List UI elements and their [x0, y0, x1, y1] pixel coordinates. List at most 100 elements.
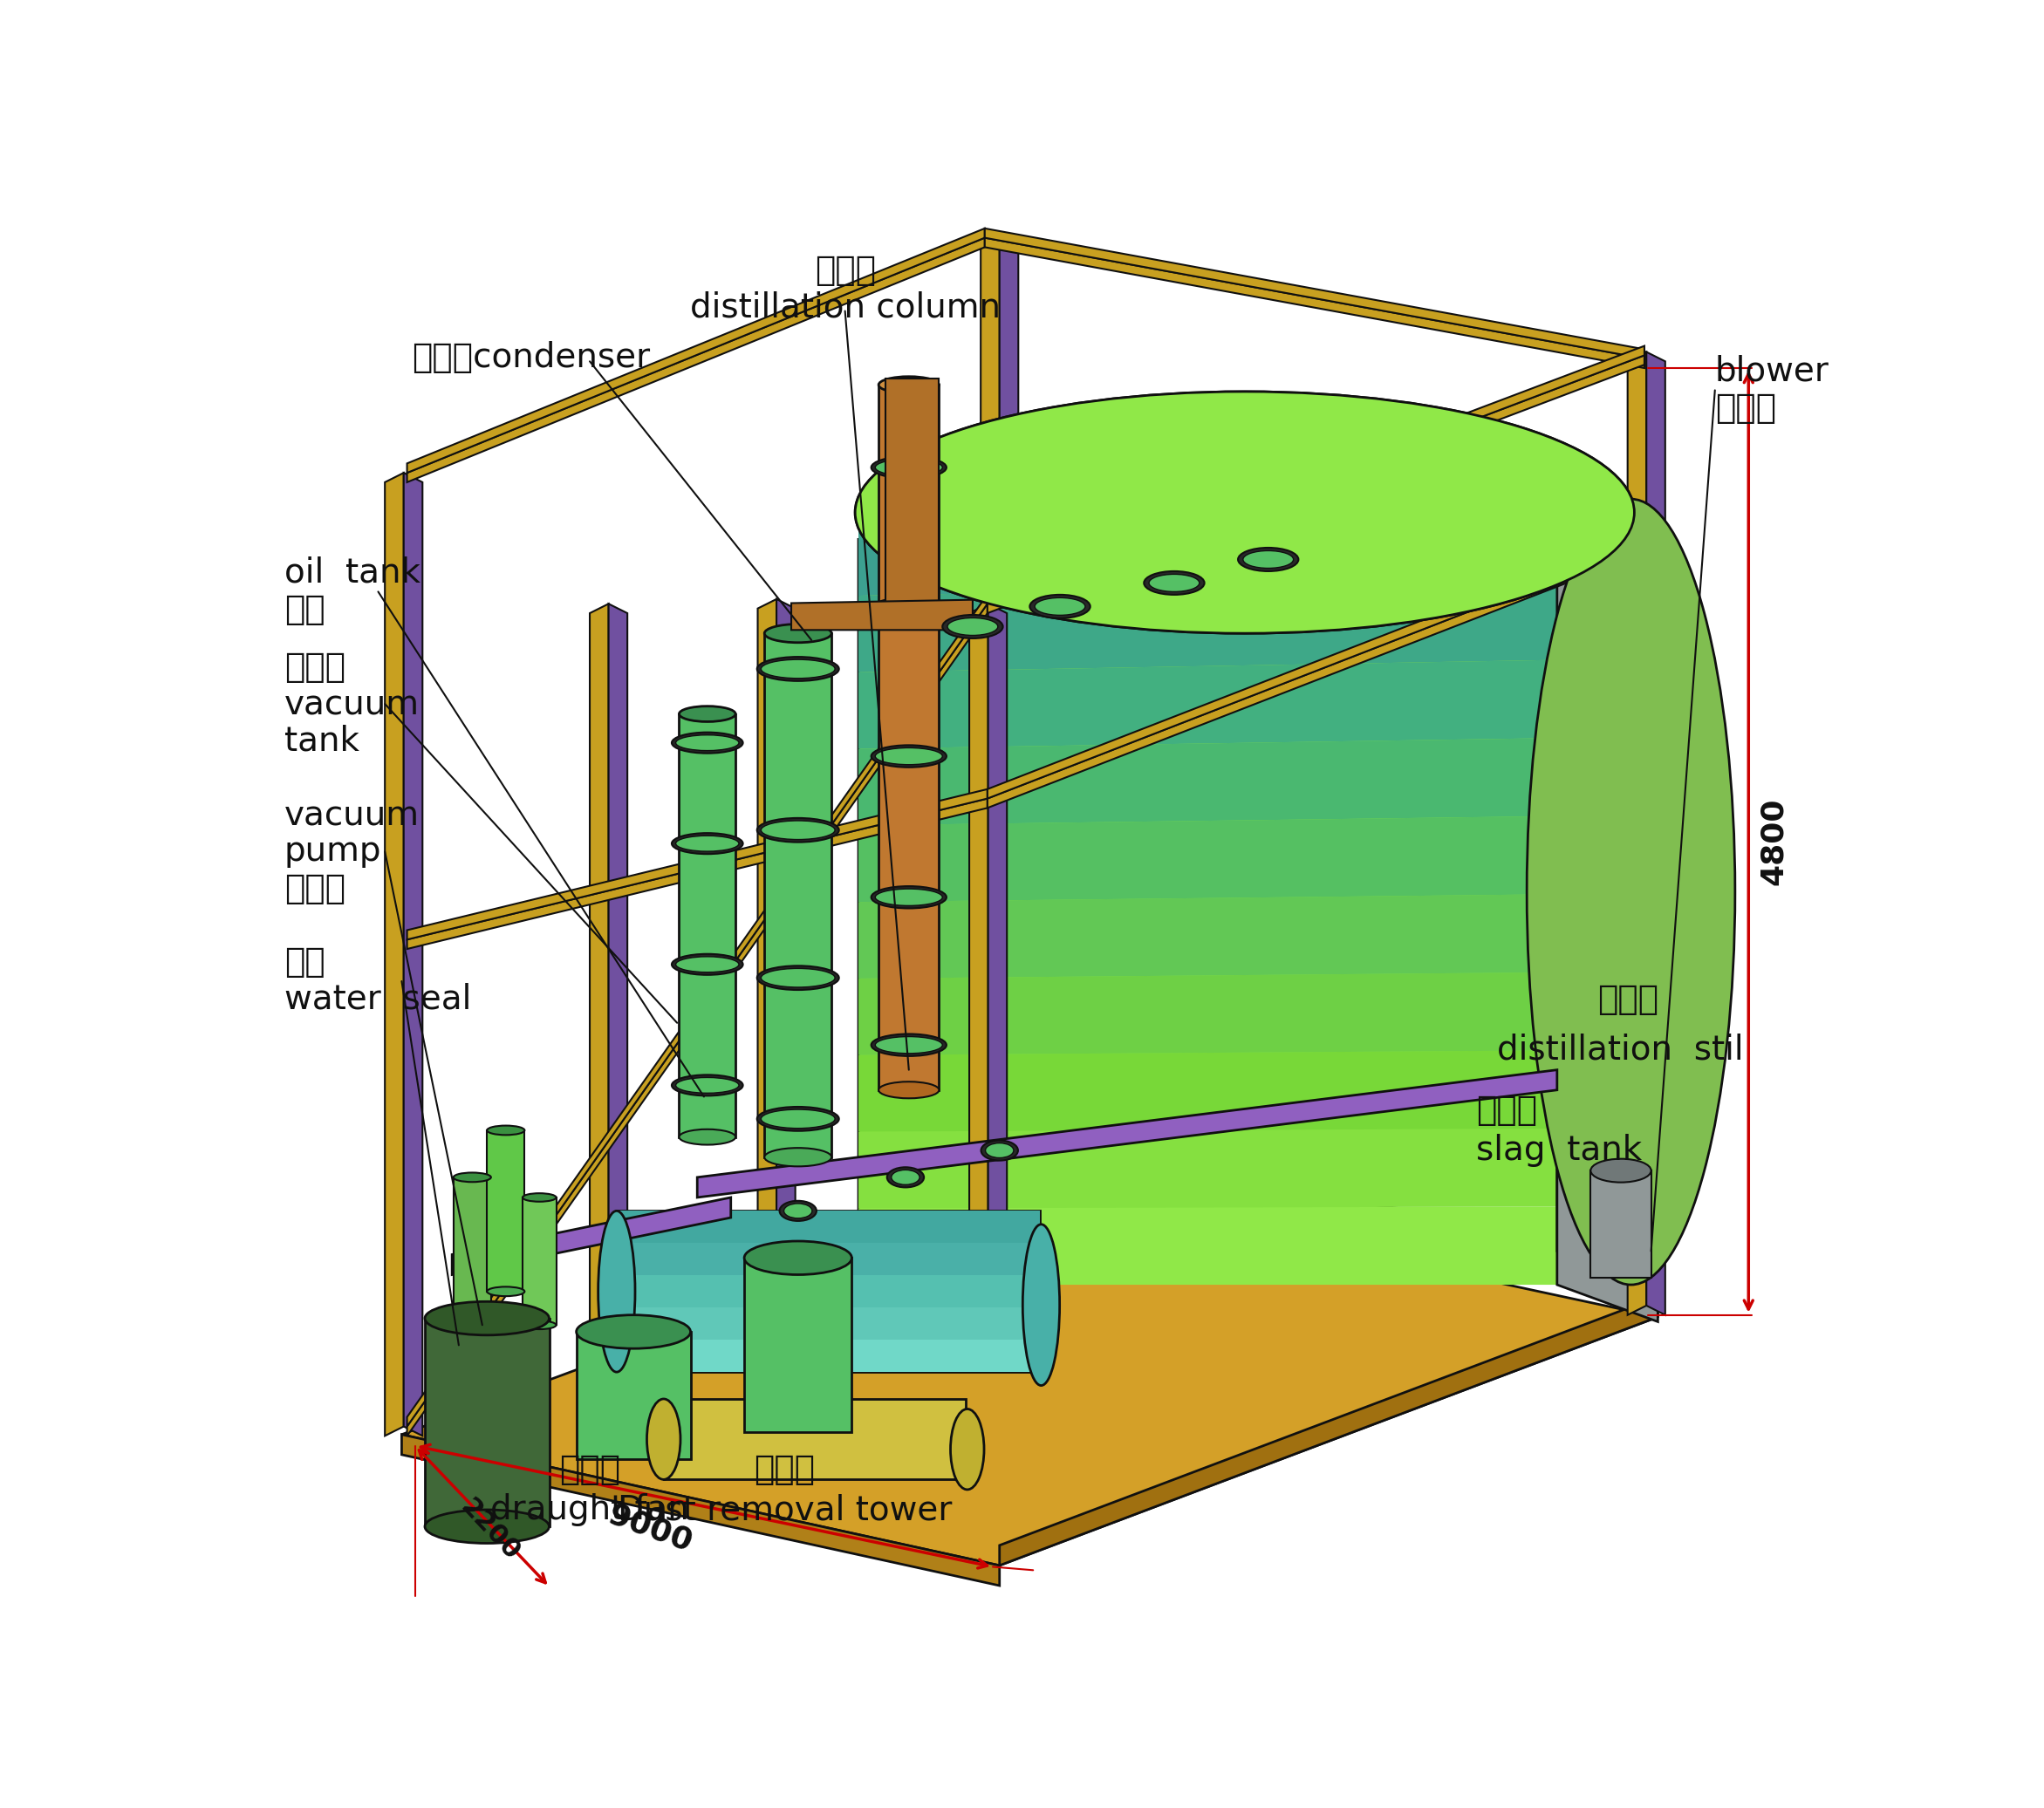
Polygon shape: [879, 385, 938, 1090]
Polygon shape: [791, 600, 973, 629]
Ellipse shape: [875, 1036, 942, 1054]
Polygon shape: [764, 633, 832, 1157]
Ellipse shape: [785, 1204, 811, 1219]
Polygon shape: [985, 239, 1643, 369]
Polygon shape: [454, 1177, 491, 1311]
Ellipse shape: [942, 615, 1004, 638]
Ellipse shape: [1149, 575, 1200, 591]
Ellipse shape: [672, 1074, 742, 1096]
Ellipse shape: [1022, 1224, 1059, 1385]
Text: vacuum: vacuum: [284, 687, 419, 720]
Ellipse shape: [1030, 595, 1089, 618]
Ellipse shape: [875, 600, 942, 617]
Text: 蒸馏釜: 蒸馏釜: [1596, 984, 1658, 1016]
Ellipse shape: [756, 656, 838, 682]
Ellipse shape: [871, 597, 946, 620]
Ellipse shape: [950, 1408, 983, 1490]
Polygon shape: [858, 658, 1631, 749]
Ellipse shape: [486, 1126, 525, 1135]
Ellipse shape: [854, 392, 1635, 633]
Text: slag  tank: slag tank: [1476, 1134, 1643, 1166]
Text: 9000: 9000: [603, 1499, 697, 1557]
Polygon shape: [425, 1318, 550, 1526]
Polygon shape: [777, 598, 795, 1414]
Ellipse shape: [1145, 571, 1204, 595]
Polygon shape: [591, 604, 609, 1434]
Ellipse shape: [854, 392, 1635, 633]
Polygon shape: [679, 714, 736, 1137]
Polygon shape: [407, 228, 985, 474]
Ellipse shape: [756, 817, 838, 843]
Ellipse shape: [871, 745, 946, 767]
Polygon shape: [405, 474, 423, 1436]
Polygon shape: [744, 1258, 852, 1432]
Polygon shape: [858, 519, 1631, 1285]
Polygon shape: [1558, 1170, 1658, 1287]
Polygon shape: [523, 1197, 556, 1325]
Ellipse shape: [599, 1211, 636, 1372]
Polygon shape: [858, 1050, 1631, 1132]
Polygon shape: [697, 1070, 1558, 1197]
Ellipse shape: [523, 1193, 556, 1202]
Ellipse shape: [677, 1078, 738, 1094]
Ellipse shape: [760, 969, 834, 987]
Ellipse shape: [425, 1302, 550, 1334]
Polygon shape: [384, 474, 405, 1436]
Polygon shape: [617, 1275, 1040, 1307]
Polygon shape: [858, 738, 1631, 826]
Polygon shape: [617, 1211, 1040, 1372]
Polygon shape: [858, 1128, 1631, 1208]
Polygon shape: [617, 1211, 1040, 1244]
Polygon shape: [858, 815, 1631, 902]
Ellipse shape: [891, 1170, 920, 1184]
Ellipse shape: [679, 707, 736, 721]
Polygon shape: [1000, 1296, 1658, 1566]
Text: 水封: 水封: [284, 946, 325, 978]
Polygon shape: [407, 595, 987, 1427]
Polygon shape: [407, 239, 985, 483]
Ellipse shape: [672, 833, 742, 853]
Ellipse shape: [779, 1201, 816, 1220]
Ellipse shape: [764, 1148, 832, 1166]
Ellipse shape: [486, 1287, 525, 1296]
Ellipse shape: [454, 1307, 491, 1316]
Polygon shape: [617, 1307, 1040, 1340]
Text: 油罐: 油罐: [284, 593, 325, 626]
Ellipse shape: [677, 956, 738, 973]
Ellipse shape: [1527, 499, 1735, 1285]
Polygon shape: [617, 1244, 1040, 1275]
Text: water  seal: water seal: [284, 984, 470, 1016]
Ellipse shape: [875, 890, 942, 906]
Text: 冷凝器condenser: 冷凝器condenser: [411, 342, 650, 374]
Text: 鼓风机: 鼓风机: [1715, 392, 1776, 425]
Polygon shape: [403, 1190, 1658, 1566]
Ellipse shape: [981, 1141, 1018, 1161]
Polygon shape: [452, 1197, 732, 1275]
Ellipse shape: [576, 1314, 691, 1349]
Ellipse shape: [1590, 1159, 1652, 1182]
Ellipse shape: [887, 1168, 924, 1188]
Ellipse shape: [425, 1510, 550, 1544]
Polygon shape: [1627, 353, 1645, 1314]
Text: blower: blower: [1715, 354, 1829, 389]
Polygon shape: [858, 580, 1631, 673]
Polygon shape: [981, 239, 1000, 1168]
Text: 4800: 4800: [1758, 797, 1788, 886]
Text: pump: pump: [284, 835, 382, 868]
Ellipse shape: [672, 732, 742, 754]
Ellipse shape: [646, 1399, 681, 1479]
Polygon shape: [985, 228, 1643, 358]
Ellipse shape: [871, 456, 946, 479]
Text: 引风机: 引风机: [560, 1454, 619, 1486]
Polygon shape: [1645, 353, 1666, 1314]
Polygon shape: [403, 1434, 1000, 1586]
Text: distillation  stil: distillation stil: [1496, 1032, 1744, 1067]
Ellipse shape: [679, 1130, 736, 1144]
Text: distillation column: distillation column: [689, 291, 1000, 324]
Polygon shape: [885, 378, 938, 620]
Ellipse shape: [871, 886, 946, 908]
Text: vacuum: vacuum: [284, 797, 419, 832]
Polygon shape: [987, 356, 1643, 613]
Ellipse shape: [1034, 598, 1085, 615]
Ellipse shape: [879, 376, 938, 392]
